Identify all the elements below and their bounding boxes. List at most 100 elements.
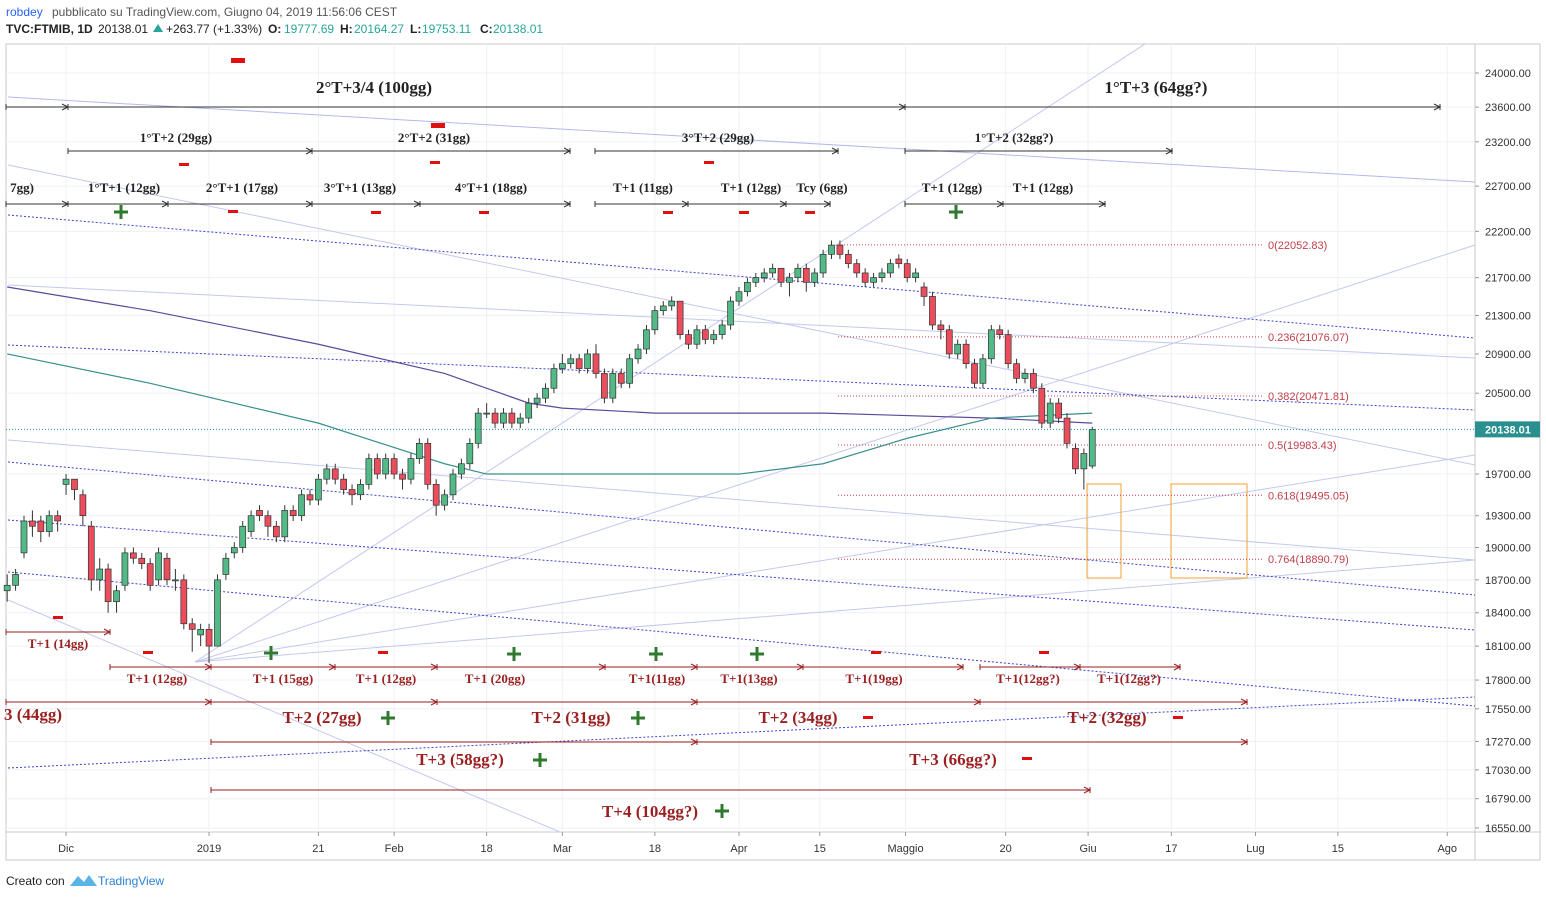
candle-body xyxy=(272,525,280,538)
candle-body xyxy=(491,412,499,424)
candle-body xyxy=(996,329,1004,335)
candle-body xyxy=(373,458,381,475)
candle-body xyxy=(844,254,852,264)
candle-body xyxy=(718,324,726,335)
close: 20138.01 xyxy=(493,22,543,36)
candle-body xyxy=(1072,448,1079,470)
candle-body xyxy=(643,329,650,350)
candle-body xyxy=(340,478,347,490)
y-tick-label: 19700.00 xyxy=(1485,469,1531,481)
candle-body xyxy=(289,510,297,517)
moving-average xyxy=(7,353,1093,475)
annotation: T+1 (11gg) xyxy=(613,180,673,195)
price: 20138.01 xyxy=(98,22,148,36)
annotation: 1°T+3 (64gg?) xyxy=(1105,78,1208,97)
y-tick-label: 17030.00 xyxy=(1485,765,1531,777)
x-tick-label: Ago xyxy=(1437,843,1457,855)
arrow-head xyxy=(831,147,840,155)
annotation: 1°T+2 (32gg?) xyxy=(975,130,1054,145)
candle-body xyxy=(744,281,751,293)
annotation: T+3 (66gg?) xyxy=(909,750,997,769)
close-label: C: xyxy=(480,22,493,36)
annotation: 3°T+2 (29gg) xyxy=(682,130,754,145)
candle-body xyxy=(1063,417,1071,444)
minus-sign xyxy=(430,161,440,164)
annotation: 3 (44gg) xyxy=(4,705,62,724)
candle-body xyxy=(382,458,390,475)
annotation: T+1(13gg) xyxy=(720,671,777,686)
candle-body xyxy=(710,334,718,340)
candle-body xyxy=(113,590,120,603)
candle-body xyxy=(701,329,709,340)
y-tick-label: 18100.00 xyxy=(1485,641,1531,653)
candle-body xyxy=(777,267,785,283)
candle-body xyxy=(685,334,692,345)
candle-body xyxy=(466,442,474,465)
candle-body xyxy=(819,254,827,274)
candle-body xyxy=(828,244,835,255)
fib-label: 0.618(19495.05) xyxy=(1268,490,1349,502)
candle-body xyxy=(180,579,188,625)
x-tick-label: Lug xyxy=(1246,843,1264,855)
candle-body xyxy=(676,300,684,335)
x-tick-label: 20 xyxy=(1000,843,1012,855)
annotation: T+2 (31gg) xyxy=(531,708,610,727)
candle-body xyxy=(163,557,171,581)
fib-label: 0.382(20471.81) xyxy=(1268,391,1349,403)
minus-sign xyxy=(1039,651,1049,654)
candle-body xyxy=(239,525,247,548)
high: 20164.27 xyxy=(354,22,404,36)
fib-label: 0.236(21076.07) xyxy=(1268,332,1349,344)
candle-body xyxy=(558,363,566,369)
arrow-head xyxy=(1173,663,1182,671)
candle-body xyxy=(752,277,760,283)
moving-average xyxy=(7,286,1093,424)
y-tick-label: 21300.00 xyxy=(1485,310,1531,322)
candle-body xyxy=(155,552,162,581)
candle-body xyxy=(474,412,482,444)
minus-sign xyxy=(53,616,63,619)
candle-body xyxy=(550,368,558,389)
change: +263.77 (+1.33%) xyxy=(166,22,262,36)
candle-body xyxy=(62,478,70,485)
candle-body xyxy=(3,584,11,592)
candle-body xyxy=(390,458,398,475)
x-tick-label: Giu xyxy=(1080,843,1097,855)
candle-body xyxy=(634,348,642,360)
y-tick-label: 18700.00 xyxy=(1485,575,1531,587)
candle-body xyxy=(71,478,78,490)
candle-body xyxy=(1038,387,1046,424)
arrow-head xyxy=(1240,698,1249,706)
candle-body xyxy=(1013,363,1020,379)
candle-body xyxy=(584,353,591,369)
candle-body xyxy=(247,515,255,532)
minus-sign xyxy=(378,651,388,654)
candle-body xyxy=(130,552,137,559)
plus-sign xyxy=(264,646,278,660)
candle-body xyxy=(592,353,600,374)
y-tick-label: 17270.00 xyxy=(1485,736,1531,748)
candle-body xyxy=(348,489,356,496)
candle-body xyxy=(172,579,179,582)
x-tick-label: Dic xyxy=(58,843,74,855)
candle-body xyxy=(1004,334,1012,365)
candle-body xyxy=(222,557,230,575)
plus-sign xyxy=(750,647,764,661)
candle-body xyxy=(441,494,448,506)
candle-body xyxy=(1080,453,1088,470)
minus-sign xyxy=(1173,716,1183,719)
arrow-head xyxy=(1433,103,1442,111)
published: pubblicato su TradingView.com, Giugno 04… xyxy=(52,5,398,19)
open-label: O: xyxy=(268,22,281,36)
plus-sign xyxy=(949,205,963,219)
candle-body xyxy=(659,305,667,312)
annotation: 2°T+1 (17gg) xyxy=(206,180,278,195)
minus-sign xyxy=(179,163,189,166)
x-tick-label: 15 xyxy=(1332,843,1344,855)
x-tick-label: Mar xyxy=(553,843,572,855)
frame xyxy=(5,43,1541,861)
candle-body xyxy=(20,520,28,554)
candle-body xyxy=(449,473,457,496)
candle-body xyxy=(760,272,768,278)
